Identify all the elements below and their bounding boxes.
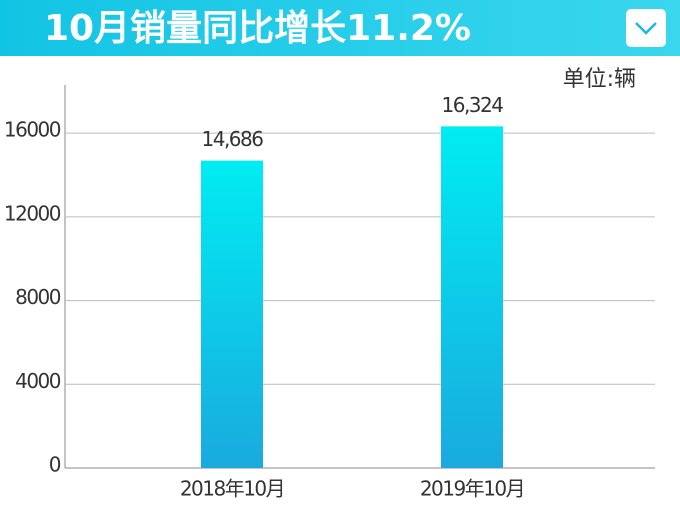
- y-tick-label: 4000: [15, 369, 61, 393]
- title-bar: [0, 0, 680, 56]
- unit-label: 单位:辆: [563, 67, 636, 92]
- value-label: 16,324: [442, 93, 504, 117]
- bar: [201, 160, 263, 468]
- x-tick-label: 2018年10月: [180, 477, 284, 501]
- y-tick-label: 0: [49, 453, 61, 477]
- y-tick-label: 8000: [15, 285, 61, 309]
- y-tick-label: 16000: [4, 118, 61, 142]
- bar: [441, 126, 503, 469]
- y-tick-label: 12000: [4, 201, 61, 225]
- dropdown-button[interactable]: [626, 9, 666, 47]
- value-label: 14,686: [202, 127, 264, 151]
- x-tick-label: 2019年10月: [420, 477, 524, 501]
- chart-title: 10月销量同比增长11.2%: [44, 8, 471, 49]
- chevron-icon: [635, 22, 657, 35]
